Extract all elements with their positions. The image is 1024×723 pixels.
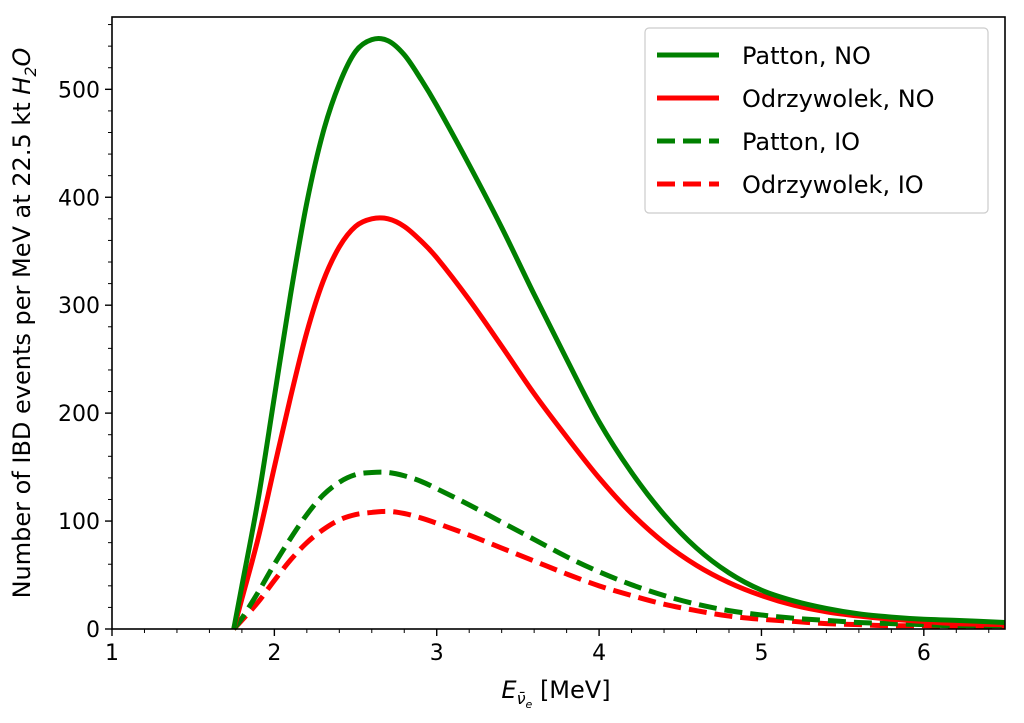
x-axis-label: Eν̄e [MeV]: [501, 676, 610, 711]
legend-label-odrzywolek-io: Odrzywolek, IO: [742, 171, 924, 199]
y-tick-label: 0: [86, 618, 100, 643]
y-label-h: H: [8, 77, 36, 95]
legend-label-odrzywolek-no: Odrzywolek, NO: [742, 85, 935, 113]
legend-box: [644, 27, 989, 214]
plot-frame: [111, 16, 1006, 630]
x-label-prefix: E: [501, 676, 517, 704]
x-axis-ticks: 1 2 3 4 5 6: [105, 629, 990, 666]
x-tick-label: 2: [267, 641, 281, 666]
series-line-odrzywolek-io: [231, 508, 1006, 631]
y-label-o: O: [8, 48, 36, 67]
x-label-subscript: ν̄: [517, 689, 526, 708]
y-tick-label: 300: [58, 294, 100, 319]
series-line-odrzywolek-no: [231, 215, 1006, 630]
y-label-subscript: 2: [21, 66, 40, 76]
y-label-prefix: Number of IBD events per MeV at 22.5 kt: [8, 95, 36, 599]
y-tick-label: 100: [58, 510, 100, 535]
y-axis-ticks: 0 100 200 300 400 500: [58, 24, 112, 643]
x-label-subsubscript: e: [526, 698, 533, 711]
x-tick-label: 1: [105, 641, 119, 666]
x-tick-label: 5: [754, 641, 768, 666]
series-line-patton-io: [231, 469, 1006, 631]
x-tick-label: 4: [592, 641, 606, 666]
legend: Patton, NO Odrzywolek, NO Patton, IO Odrzyw…: [644, 27, 989, 214]
y-axis-label: Number of IBD events per MeV at 22.5 kt …: [8, 48, 40, 599]
y-tick-label: 500: [58, 78, 100, 103]
x-label-suffix: [MeV]: [532, 676, 610, 704]
series-line-patton-no: [231, 36, 1006, 630]
y-tick-label: 200: [58, 402, 100, 427]
legend-label-patton-no: Patton, NO: [742, 42, 871, 70]
x-tick-label: 6: [917, 641, 931, 666]
y-tick-label: 400: [58, 186, 100, 211]
curves-layer: [231, 36, 1006, 631]
legend-label-patton-io: Patton, IO: [742, 128, 860, 156]
x-tick-label: 3: [430, 641, 444, 666]
